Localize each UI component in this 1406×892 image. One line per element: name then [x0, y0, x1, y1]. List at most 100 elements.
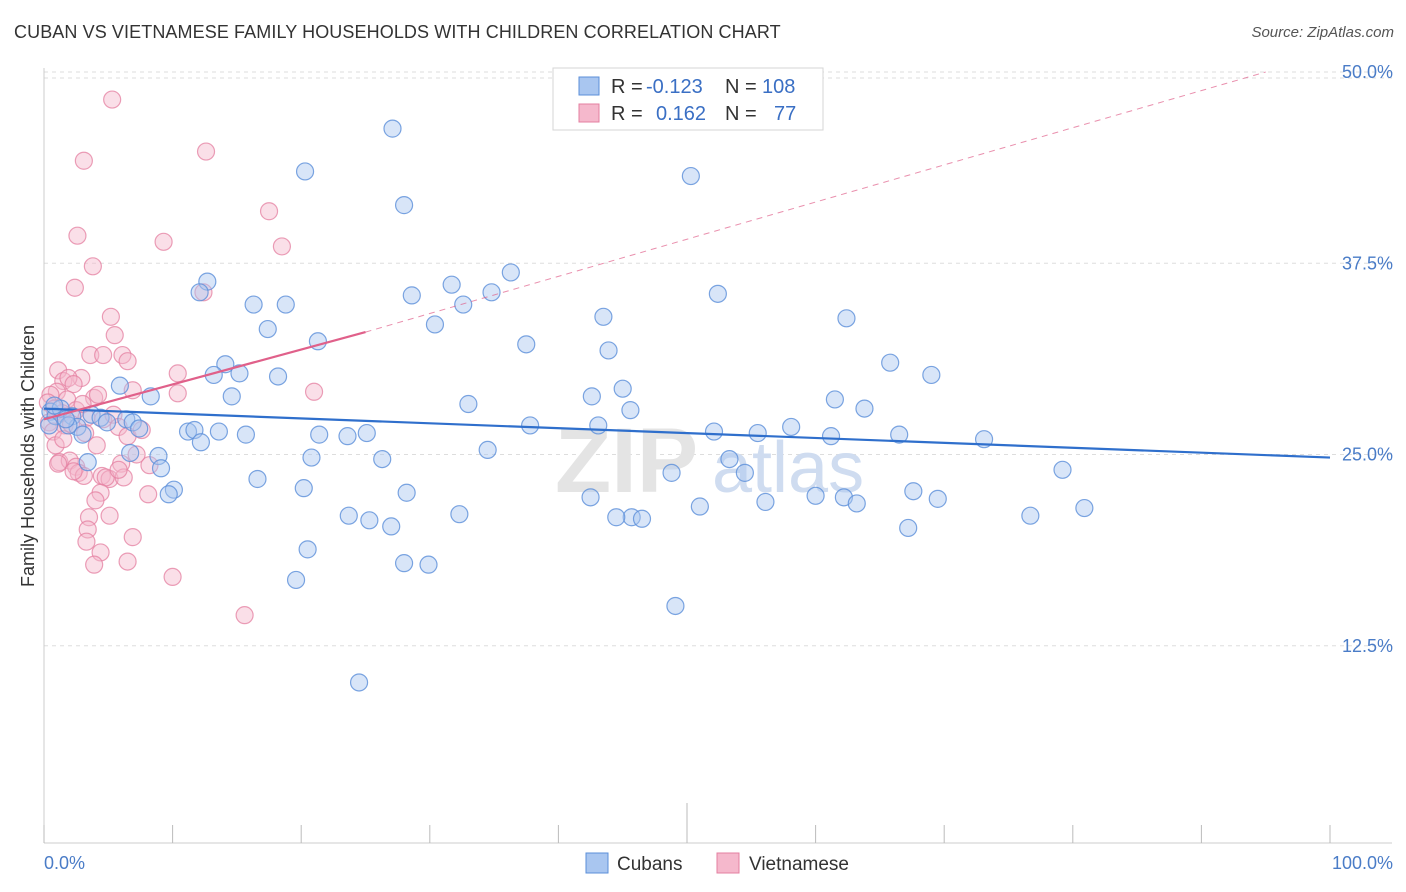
- cuban-point: [248, 469, 267, 489]
- cuban-point: [394, 554, 414, 573]
- vietnamese-point: [196, 142, 216, 161]
- grid-layer: [44, 71, 1392, 647]
- vietnamese-point: [127, 445, 146, 464]
- cuban-r-label: R =: [611, 76, 643, 98]
- legend-cubans-swatch: [585, 852, 609, 874]
- vietnamese-point: [100, 506, 119, 525]
- cuban-point: [450, 505, 469, 524]
- vietnamese-point: [81, 345, 100, 365]
- axis-layer: [43, 68, 1392, 844]
- cuban-point: [599, 341, 618, 360]
- cuban-point: [454, 295, 473, 314]
- cuban-point: [1075, 498, 1094, 518]
- cuban-r-value: -0.123: [646, 76, 703, 98]
- cuban-point: [45, 396, 64, 415]
- cuban-point: [110, 376, 129, 395]
- cuban-point: [191, 433, 210, 452]
- vietnamese-point: [109, 460, 128, 479]
- vietnamese-point: [86, 491, 105, 510]
- watermark-zip: ZIP: [555, 410, 698, 512]
- cuban-point: [881, 353, 900, 372]
- vietnamese-point: [77, 532, 96, 551]
- cuban-point: [394, 196, 414, 215]
- vietnamese-point: [123, 528, 142, 547]
- cuban-point: [594, 307, 613, 326]
- viet-r-label: R =: [611, 103, 643, 125]
- cuban-point: [847, 494, 866, 513]
- cuban-point: [151, 459, 171, 478]
- vietnamese-point: [105, 326, 124, 345]
- cuban-point: [276, 295, 295, 314]
- cuban-point: [1053, 460, 1072, 479]
- vietnamese-points: [38, 90, 324, 625]
- y-axis-label: Family Households with Children: [18, 325, 38, 587]
- cuban-point: [690, 497, 709, 516]
- series-legend: Cubans Vietnamese: [585, 852, 849, 875]
- cuban-point: [236, 425, 256, 444]
- cuban-point: [501, 263, 520, 282]
- cuban-point: [402, 286, 421, 305]
- vietnamese-point: [163, 567, 182, 587]
- vietnamese-point: [87, 436, 106, 455]
- legend-cubans-label: Cubans: [617, 854, 683, 875]
- cuban-point: [357, 423, 376, 443]
- cuban-point: [821, 427, 841, 446]
- legend-vietnamese-label: Vietnamese: [749, 854, 849, 875]
- cuban-point: [607, 508, 626, 527]
- cuban-point: [419, 555, 438, 574]
- cuban-point: [855, 399, 874, 418]
- cuban-point: [360, 511, 379, 530]
- chart-title: CUBAN VS VIETNAMESE FAMILY HOUSEHOLDS WI…: [14, 22, 781, 42]
- cuban-point: [1021, 506, 1040, 525]
- viet-swatch: [578, 103, 600, 123]
- cuban-point: [298, 540, 317, 559]
- cuban-point: [178, 422, 198, 441]
- vietnamese-point: [68, 226, 87, 245]
- cuban-point: [756, 492, 775, 512]
- vietnamese-point: [118, 352, 137, 371]
- cuban-point: [442, 275, 461, 294]
- cuban-point: [382, 517, 401, 536]
- cuban-point: [621, 401, 640, 420]
- y-tick-label: 50.0%: [1342, 62, 1393, 82]
- cuban-point: [890, 425, 909, 444]
- cuban-point: [91, 408, 110, 427]
- cuban-point: [73, 425, 92, 444]
- cuban-point: [748, 423, 767, 443]
- vietnamese-point: [94, 345, 113, 365]
- vietnamese-point: [54, 430, 73, 449]
- tick-layer: 12.5% 25.0% 37.5% 50.0% 0.0% 100.0%: [44, 62, 1393, 873]
- cuban-point: [121, 443, 140, 463]
- cuban-point: [904, 482, 923, 501]
- vietnamese-point: [74, 151, 93, 170]
- cuban-trend-line: [43, 407, 1331, 459]
- cuban-point: [582, 387, 601, 406]
- cuban-point: [825, 390, 844, 409]
- vietnamese-point: [101, 307, 120, 326]
- cuban-n-label: N =: [725, 76, 757, 98]
- vietnamese-point: [65, 278, 84, 297]
- source-note: Source: ZipAtlas.com: [1251, 24, 1394, 41]
- trend-layer: [43, 71, 1331, 459]
- cuban-point: [268, 367, 288, 386]
- vietnamese-point: [304, 382, 324, 401]
- cuban-n-value: 108: [762, 76, 795, 98]
- cuban-point: [209, 422, 228, 441]
- vietnamese-point: [74, 466, 93, 486]
- cuban-point: [349, 673, 369, 692]
- cuban-point: [782, 417, 801, 437]
- x-tick-label: 0.0%: [44, 853, 85, 873]
- cuban-point: [478, 440, 497, 460]
- vietnamese-point: [49, 454, 68, 473]
- cuban-point: [735, 463, 754, 482]
- viet-n-label: N =: [725, 103, 757, 125]
- cuban-point: [482, 283, 501, 302]
- y-tick-label: 12.5%: [1342, 636, 1393, 656]
- vietnamese-point: [88, 385, 108, 404]
- vietnamese-point: [64, 462, 83, 481]
- cuban-point: [922, 365, 941, 385]
- cuban-point: [837, 309, 856, 328]
- cuban-point: [383, 119, 402, 138]
- cuban-point: [681, 166, 700, 186]
- vietnamese-point: [118, 552, 137, 571]
